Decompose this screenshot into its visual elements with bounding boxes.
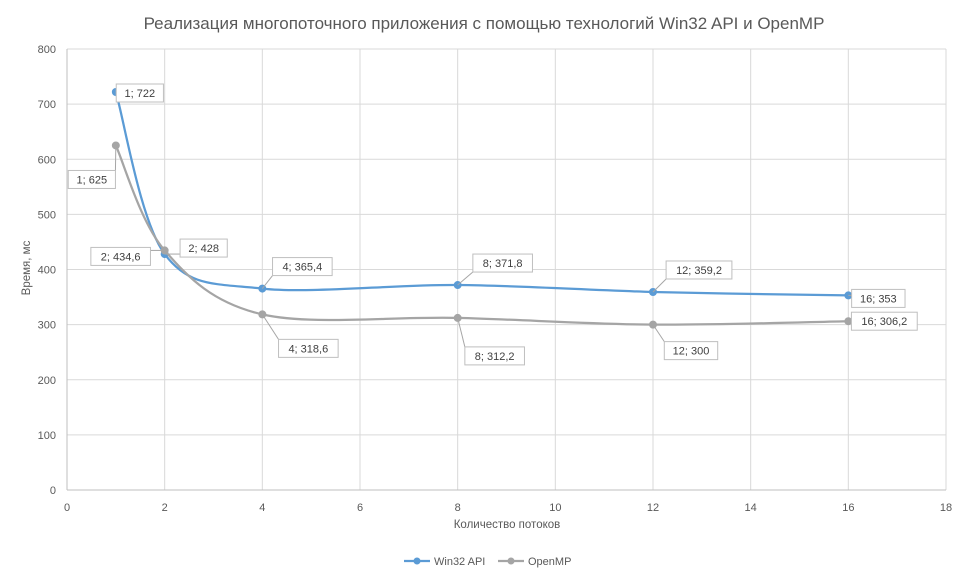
data-label-box — [464, 346, 525, 366]
data-label-leader — [652, 324, 665, 342]
x-tick-label: 10 — [549, 502, 561, 514]
data-label-box — [472, 253, 533, 273]
data-label: 4; 365,4 — [282, 262, 322, 274]
x-tick-label: 2 — [162, 502, 168, 514]
y-tick-label: 300 — [38, 320, 56, 332]
data-label: 8; 312,2 — [475, 351, 515, 363]
x-tick-label: 12 — [647, 502, 659, 514]
data-label: 2; 428 — [188, 243, 219, 255]
data-label-box — [67, 169, 116, 189]
x-tick-label: 18 — [940, 502, 952, 514]
data-label: 12; 300 — [673, 346, 710, 358]
data-labels: 1; 722 2; 428 4; 365,4 8; 371,8 12; 359,2 16;… — [67, 83, 918, 366]
y-tick-label: 100 — [38, 430, 56, 442]
x-tick-label: 8 — [455, 502, 461, 514]
y-tick-label: 600 — [38, 154, 56, 166]
series-line-1 — [114, 144, 850, 326]
data-label-box — [179, 238, 228, 258]
data-label-leader — [261, 275, 273, 289]
data-label-leader — [261, 314, 279, 340]
data-label-leader — [652, 278, 667, 293]
x-tick-label: 0 — [64, 502, 70, 514]
y-tick-label: 800 — [38, 44, 56, 56]
legend-label: OpenMP — [528, 556, 571, 568]
data-label: 1; 625 — [77, 174, 108, 186]
data-label-leader — [457, 317, 466, 348]
y-tick-label: 0 — [50, 485, 56, 497]
data-label: 2; 434,6 — [101, 251, 141, 263]
data-label: 1; 722 — [125, 88, 156, 100]
legend-label: Win32 API — [434, 556, 485, 568]
data-label-box — [90, 246, 151, 266]
x-axis-title: Количество потоков — [454, 519, 561, 531]
data-label-box — [663, 341, 719, 361]
data-label-leader — [457, 271, 474, 286]
data-label-box — [278, 338, 339, 358]
y-tick-label: 500 — [38, 209, 56, 221]
data-label: 16; 353 — [860, 293, 897, 305]
x-tick-label: 4 — [259, 502, 265, 514]
data-label: 8; 371,8 — [483, 258, 523, 270]
legend-swatch-marker — [507, 557, 515, 565]
data-label: 16; 306,2 — [861, 316, 907, 328]
data-label-box — [851, 288, 906, 308]
x-tick-label: 6 — [357, 502, 363, 514]
data-label-box — [272, 257, 333, 277]
y-tick-label: 200 — [38, 375, 56, 387]
y-tick-label: 400 — [38, 265, 56, 277]
chart-title: Реализация многопоточного приложения с п… — [144, 14, 825, 33]
y-axis-title: Время, мс — [21, 240, 33, 295]
data-label: 12; 359,2 — [676, 265, 722, 277]
axes: 0 100 200 300 400 500 600 700 800 0 2 4 6 8 10 12 14 16 18 — [38, 44, 952, 514]
data-label-box — [115, 83, 164, 103]
x-tick-label: 14 — [745, 502, 757, 514]
legend: Win32 API OpenMP — [404, 556, 571, 568]
data-label: 4; 318,6 — [288, 343, 328, 355]
legend-swatch-marker — [413, 557, 421, 565]
y-tick-label: 700 — [38, 99, 56, 111]
series-lines — [111, 87, 853, 329]
x-tick-label: 16 — [842, 502, 854, 514]
data-label-box — [665, 260, 733, 280]
data-label-box — [850, 311, 918, 331]
